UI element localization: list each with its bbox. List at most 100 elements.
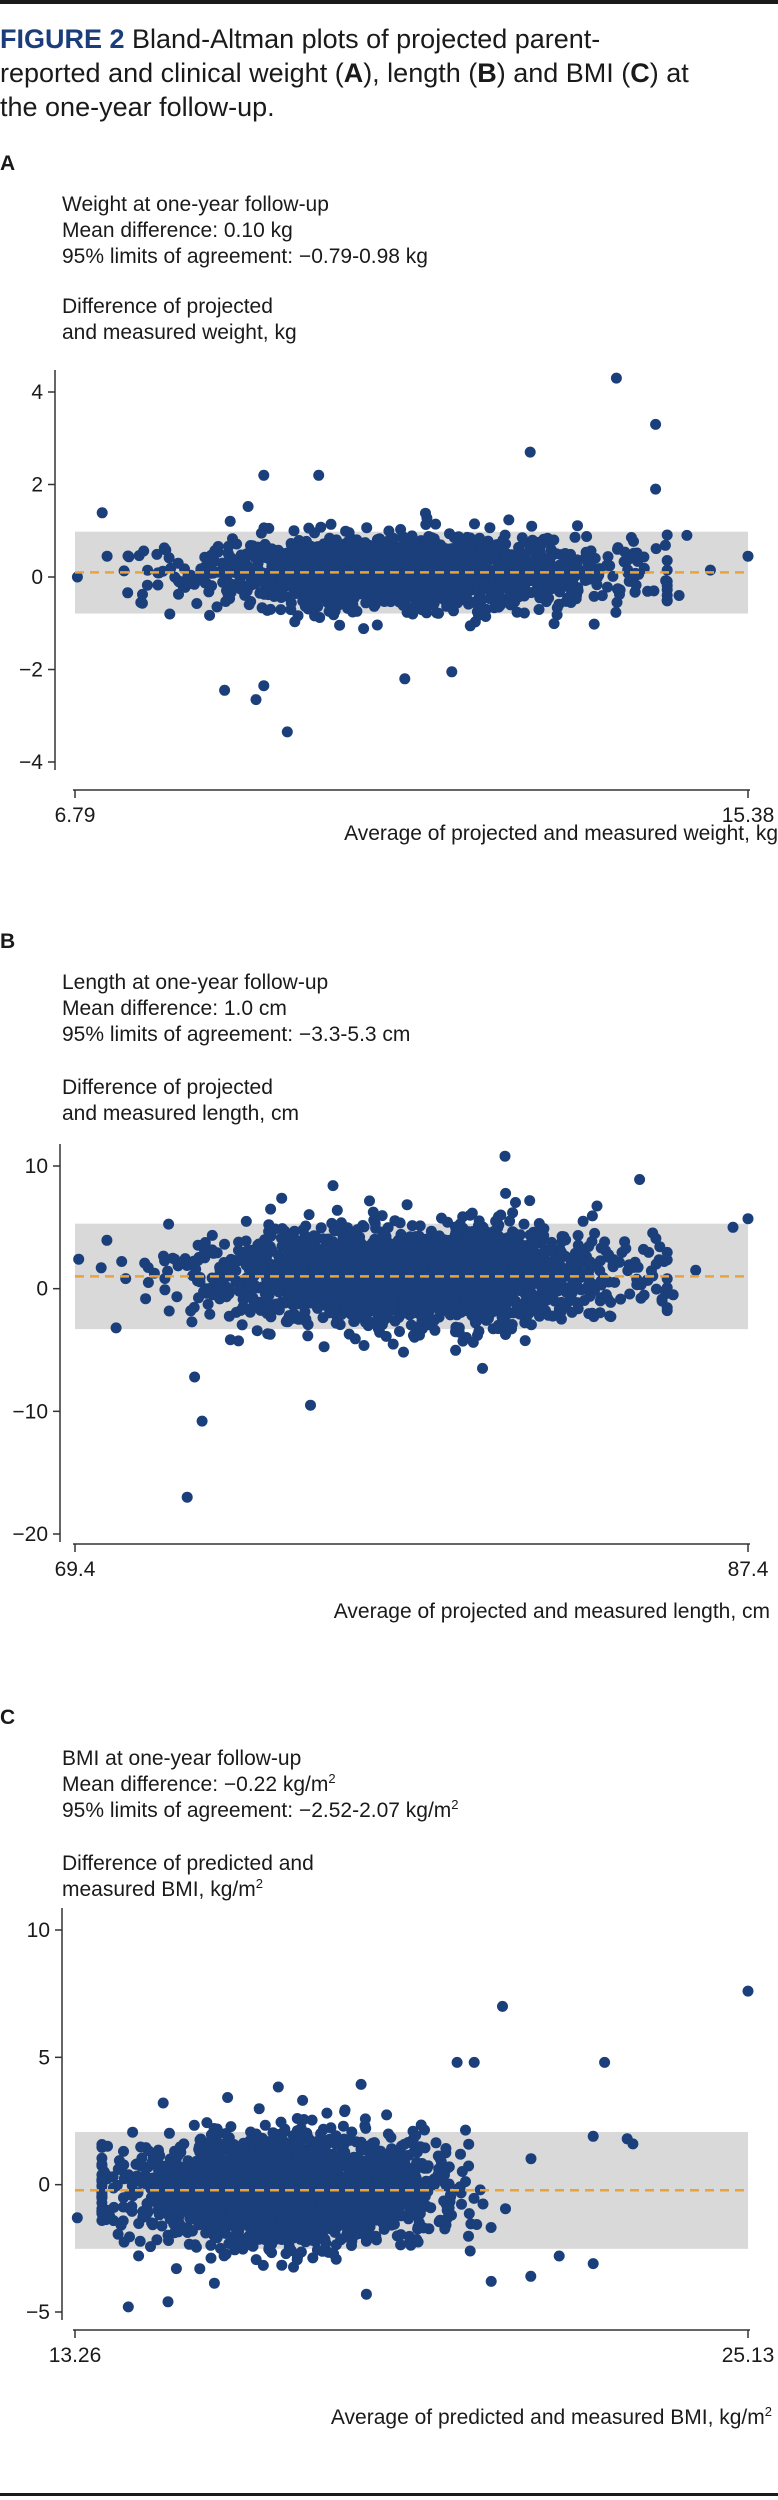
data-point xyxy=(201,578,213,589)
data-point xyxy=(524,1195,536,1207)
data-point xyxy=(219,1238,230,1250)
x-tick-label: 87.4 xyxy=(728,1558,769,1581)
data-point xyxy=(581,531,593,542)
data-point xyxy=(265,1203,277,1215)
data-point xyxy=(134,2235,146,2247)
data-point xyxy=(569,531,581,543)
mean-difference-text: Mean difference: −0.22 kg/m2 xyxy=(62,1771,336,1796)
data-point xyxy=(299,600,311,612)
data-point xyxy=(117,2215,129,2227)
data-point xyxy=(398,1346,409,1358)
data-point xyxy=(513,548,525,559)
data-point xyxy=(516,532,528,544)
data-point xyxy=(288,525,300,537)
data-point xyxy=(330,1317,342,1329)
data-point xyxy=(391,1239,403,1251)
data-point xyxy=(585,561,597,573)
data-point xyxy=(358,623,370,635)
data-point xyxy=(681,529,693,541)
data-point xyxy=(518,1218,530,1230)
data-point xyxy=(285,597,297,609)
data-point xyxy=(690,1264,702,1276)
data-point xyxy=(308,567,320,579)
data-point xyxy=(181,1491,193,1503)
data-point xyxy=(511,606,523,618)
data-point xyxy=(433,1287,445,1299)
data-point xyxy=(420,1237,431,1249)
data-point xyxy=(242,501,254,512)
data-point xyxy=(96,507,108,519)
data-point xyxy=(225,552,237,563)
data-point xyxy=(204,609,216,621)
data-point xyxy=(473,1325,485,1337)
data-point xyxy=(580,546,592,558)
data-point xyxy=(510,1197,521,1208)
data-point xyxy=(305,1280,317,1292)
y-tick-label: 10 xyxy=(25,1155,48,1178)
data-point xyxy=(244,1306,256,1318)
data-point xyxy=(151,548,163,560)
data-point xyxy=(373,1319,385,1331)
data-point xyxy=(466,1207,478,1219)
data-point xyxy=(374,533,386,545)
data-point xyxy=(395,1252,407,1264)
data-point xyxy=(500,1187,512,1199)
data-point xyxy=(233,1335,244,1347)
data-point xyxy=(407,608,419,620)
data-point xyxy=(212,541,224,552)
data-point xyxy=(169,1253,181,1265)
data-point xyxy=(325,518,337,530)
data-point xyxy=(323,605,335,617)
data-point xyxy=(507,1258,519,1270)
data-point xyxy=(430,2137,442,2149)
data-point xyxy=(551,609,563,621)
data-point xyxy=(589,1227,601,1239)
data-point xyxy=(389,1215,401,1227)
data-point xyxy=(260,1303,271,1315)
data-point xyxy=(430,518,442,530)
data-point xyxy=(361,522,373,534)
data-point xyxy=(118,2145,129,2157)
data-point xyxy=(238,1248,250,1260)
data-point xyxy=(553,598,565,610)
data-point xyxy=(193,1251,205,1263)
data-point xyxy=(528,575,540,587)
data-point xyxy=(364,1195,375,1207)
data-point xyxy=(661,564,673,576)
data-point xyxy=(460,1286,472,1298)
data-point xyxy=(493,585,505,597)
data-point xyxy=(251,1325,263,1337)
data-point xyxy=(185,1305,197,1317)
data-point xyxy=(499,1300,511,1311)
data-point xyxy=(544,1245,556,1257)
data-point xyxy=(544,552,556,564)
data-point xyxy=(335,1217,347,1229)
data-point xyxy=(329,1303,341,1315)
data-point xyxy=(595,1242,607,1254)
data-point xyxy=(400,1299,412,1311)
data-point xyxy=(536,558,548,570)
data-point xyxy=(495,538,507,550)
data-point xyxy=(638,551,650,563)
data-point xyxy=(272,1272,284,1284)
data-point xyxy=(140,1293,152,1305)
data-point xyxy=(194,1276,206,1288)
data-point xyxy=(584,1256,596,1268)
data-point xyxy=(386,1303,398,1315)
data-point xyxy=(220,1291,232,1303)
data-point xyxy=(321,1254,332,1266)
data-point xyxy=(387,1338,399,1350)
data-point xyxy=(122,550,134,562)
data-point xyxy=(488,1225,500,1237)
data-point xyxy=(634,1174,646,1185)
data-point xyxy=(340,525,352,537)
data-point xyxy=(224,515,236,527)
data-point xyxy=(273,1286,285,1298)
data-point xyxy=(276,583,288,595)
data-point xyxy=(285,538,297,549)
data-point xyxy=(276,1192,288,1204)
data-point xyxy=(315,1222,327,1234)
data-point xyxy=(414,1220,426,1232)
data-point xyxy=(227,533,238,545)
